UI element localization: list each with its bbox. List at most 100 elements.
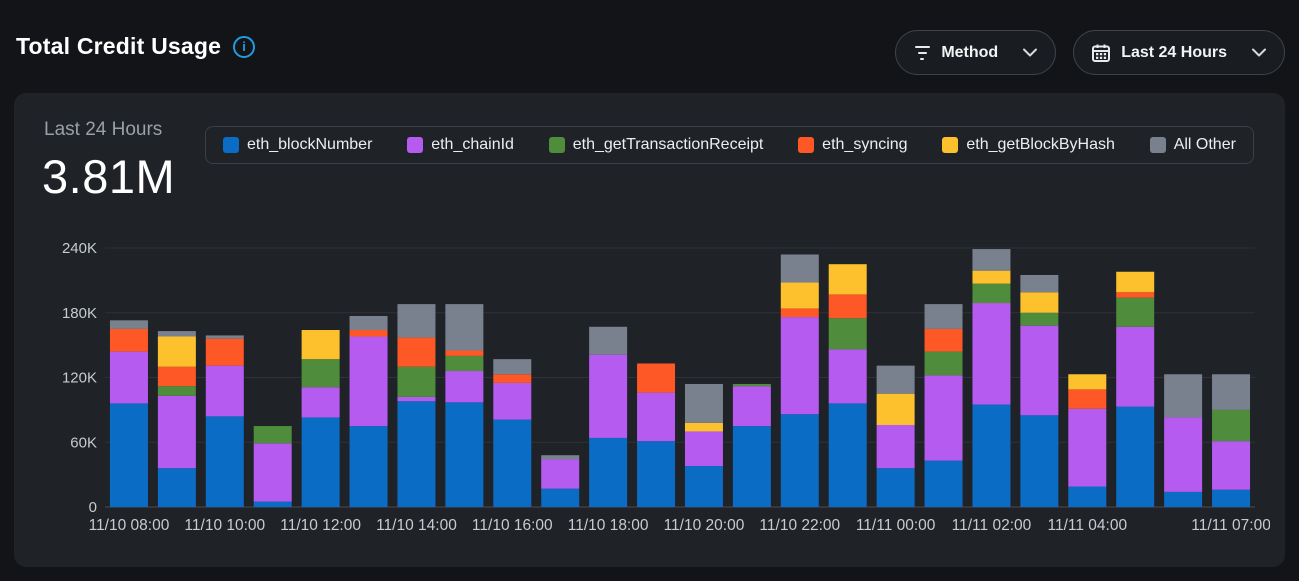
bar-segment[interactable] xyxy=(781,283,819,309)
bar-segment[interactable] xyxy=(877,468,915,507)
bar-segment[interactable] xyxy=(541,489,579,507)
bar-segment[interactable] xyxy=(733,426,771,507)
bar-segment[interactable] xyxy=(829,294,867,318)
bar-segment[interactable] xyxy=(637,363,675,392)
bar-segment[interactable] xyxy=(110,329,148,352)
legend-item[interactable]: All Other xyxy=(1150,136,1236,154)
info-icon[interactable]: i xyxy=(233,36,255,58)
bar-segment[interactable] xyxy=(1068,409,1106,487)
bar-segment[interactable] xyxy=(972,249,1010,271)
bar-segment[interactable] xyxy=(829,264,867,294)
time-range-dropdown[interactable]: Last 24 Hours xyxy=(1073,30,1285,75)
bar-segment[interactable] xyxy=(925,329,963,352)
bar-segment[interactable] xyxy=(685,466,723,507)
bar-segment[interactable] xyxy=(637,393,675,442)
bar-segment[interactable] xyxy=(1212,374,1250,410)
legend-item[interactable]: eth_chainId xyxy=(407,136,514,154)
bar-segment[interactable] xyxy=(1020,415,1058,507)
bar-segment[interactable] xyxy=(493,374,531,383)
bar-segment[interactable] xyxy=(733,384,771,386)
bar-segment[interactable] xyxy=(445,351,483,356)
bar-segment[interactable] xyxy=(781,414,819,507)
bar-segment[interactable] xyxy=(1164,374,1202,417)
bar-segment[interactable] xyxy=(397,367,435,397)
bar-segment[interactable] xyxy=(254,443,292,501)
bar-segment[interactable] xyxy=(1212,410,1250,441)
bar-segment[interactable] xyxy=(445,356,483,371)
bar-segment[interactable] xyxy=(350,316,388,330)
bar-segment[interactable] xyxy=(493,420,531,507)
method-filter-dropdown[interactable]: Method xyxy=(895,30,1056,75)
bar-segment[interactable] xyxy=(254,502,292,507)
bar-segment[interactable] xyxy=(925,304,963,329)
bar-segment[interactable] xyxy=(397,397,435,401)
bar-segment[interactable] xyxy=(206,366,244,417)
bar-segment[interactable] xyxy=(302,387,340,417)
bar-segment[interactable] xyxy=(158,396,196,468)
bar-segment[interactable] xyxy=(1068,374,1106,389)
bar-segment[interactable] xyxy=(493,383,531,420)
bar-segment[interactable] xyxy=(925,461,963,507)
bar-segment[interactable] xyxy=(781,254,819,282)
bar-segment[interactable] xyxy=(972,303,1010,404)
bar-segment[interactable] xyxy=(110,320,148,329)
bar-segment[interactable] xyxy=(1212,490,1250,507)
bar-segment[interactable] xyxy=(541,455,579,459)
bar-segment[interactable] xyxy=(397,304,435,337)
bar-segment[interactable] xyxy=(589,355,627,438)
bar-segment[interactable] xyxy=(397,338,435,367)
bar-segment[interactable] xyxy=(397,401,435,507)
bar-segment[interactable] xyxy=(589,327,627,355)
bar-segment[interactable] xyxy=(685,431,723,466)
bar-segment[interactable] xyxy=(350,330,388,336)
bar-segment[interactable] xyxy=(781,317,819,414)
bar-segment[interactable] xyxy=(445,402,483,507)
bar-segment[interactable] xyxy=(1020,313,1058,326)
bar-segment[interactable] xyxy=(637,441,675,507)
bar-segment[interactable] xyxy=(589,438,627,507)
bar-segment[interactable] xyxy=(1116,272,1154,293)
bar-segment[interactable] xyxy=(302,359,340,387)
bar-segment[interactable] xyxy=(972,404,1010,507)
bar-segment[interactable] xyxy=(1164,417,1202,491)
bar-segment[interactable] xyxy=(1068,486,1106,507)
bar-segment[interactable] xyxy=(206,339,244,366)
bar-segment[interactable] xyxy=(685,384,723,423)
bar-segment[interactable] xyxy=(925,375,963,460)
bar-segment[interactable] xyxy=(1116,327,1154,407)
bar-segment[interactable] xyxy=(972,271,1010,284)
bar-segment[interactable] xyxy=(350,336,388,426)
bar-segment[interactable] xyxy=(158,367,196,386)
bar-segment[interactable] xyxy=(110,352,148,404)
bar-segment[interactable] xyxy=(1116,292,1154,297)
bar-segment[interactable] xyxy=(158,386,196,396)
bar-segment[interactable] xyxy=(1068,389,1106,408)
bar-segment[interactable] xyxy=(445,371,483,402)
bar-segment[interactable] xyxy=(1116,298,1154,327)
legend-item[interactable]: eth_getTransactionReceipt xyxy=(549,136,764,154)
bar-segment[interactable] xyxy=(781,308,819,317)
bar-segment[interactable] xyxy=(302,417,340,507)
bar-segment[interactable] xyxy=(302,330,340,359)
bar-segment[interactable] xyxy=(829,318,867,349)
bar-segment[interactable] xyxy=(1212,441,1250,490)
bar-segment[interactable] xyxy=(110,403,148,507)
bar-segment[interactable] xyxy=(445,304,483,350)
bar-segment[interactable] xyxy=(1116,407,1154,507)
legend-item[interactable]: eth_getBlockByHash xyxy=(942,136,1115,154)
bar-segment[interactable] xyxy=(1020,292,1058,313)
bar-segment[interactable] xyxy=(1020,326,1058,416)
bar-segment[interactable] xyxy=(206,335,244,338)
bar-segment[interactable] xyxy=(877,366,915,394)
bar-segment[interactable] xyxy=(254,426,292,443)
bar-segment[interactable] xyxy=(685,423,723,432)
bar-segment[interactable] xyxy=(158,331,196,336)
bar-segment[interactable] xyxy=(541,460,579,489)
bar-segment[interactable] xyxy=(733,386,771,426)
bar-segment[interactable] xyxy=(1020,275,1058,292)
bar-segment[interactable] xyxy=(1164,492,1202,507)
legend-item[interactable]: eth_blockNumber xyxy=(223,136,372,154)
bar-segment[interactable] xyxy=(350,426,388,507)
bar-segment[interactable] xyxy=(877,425,915,468)
legend-item[interactable]: eth_syncing xyxy=(798,136,907,154)
